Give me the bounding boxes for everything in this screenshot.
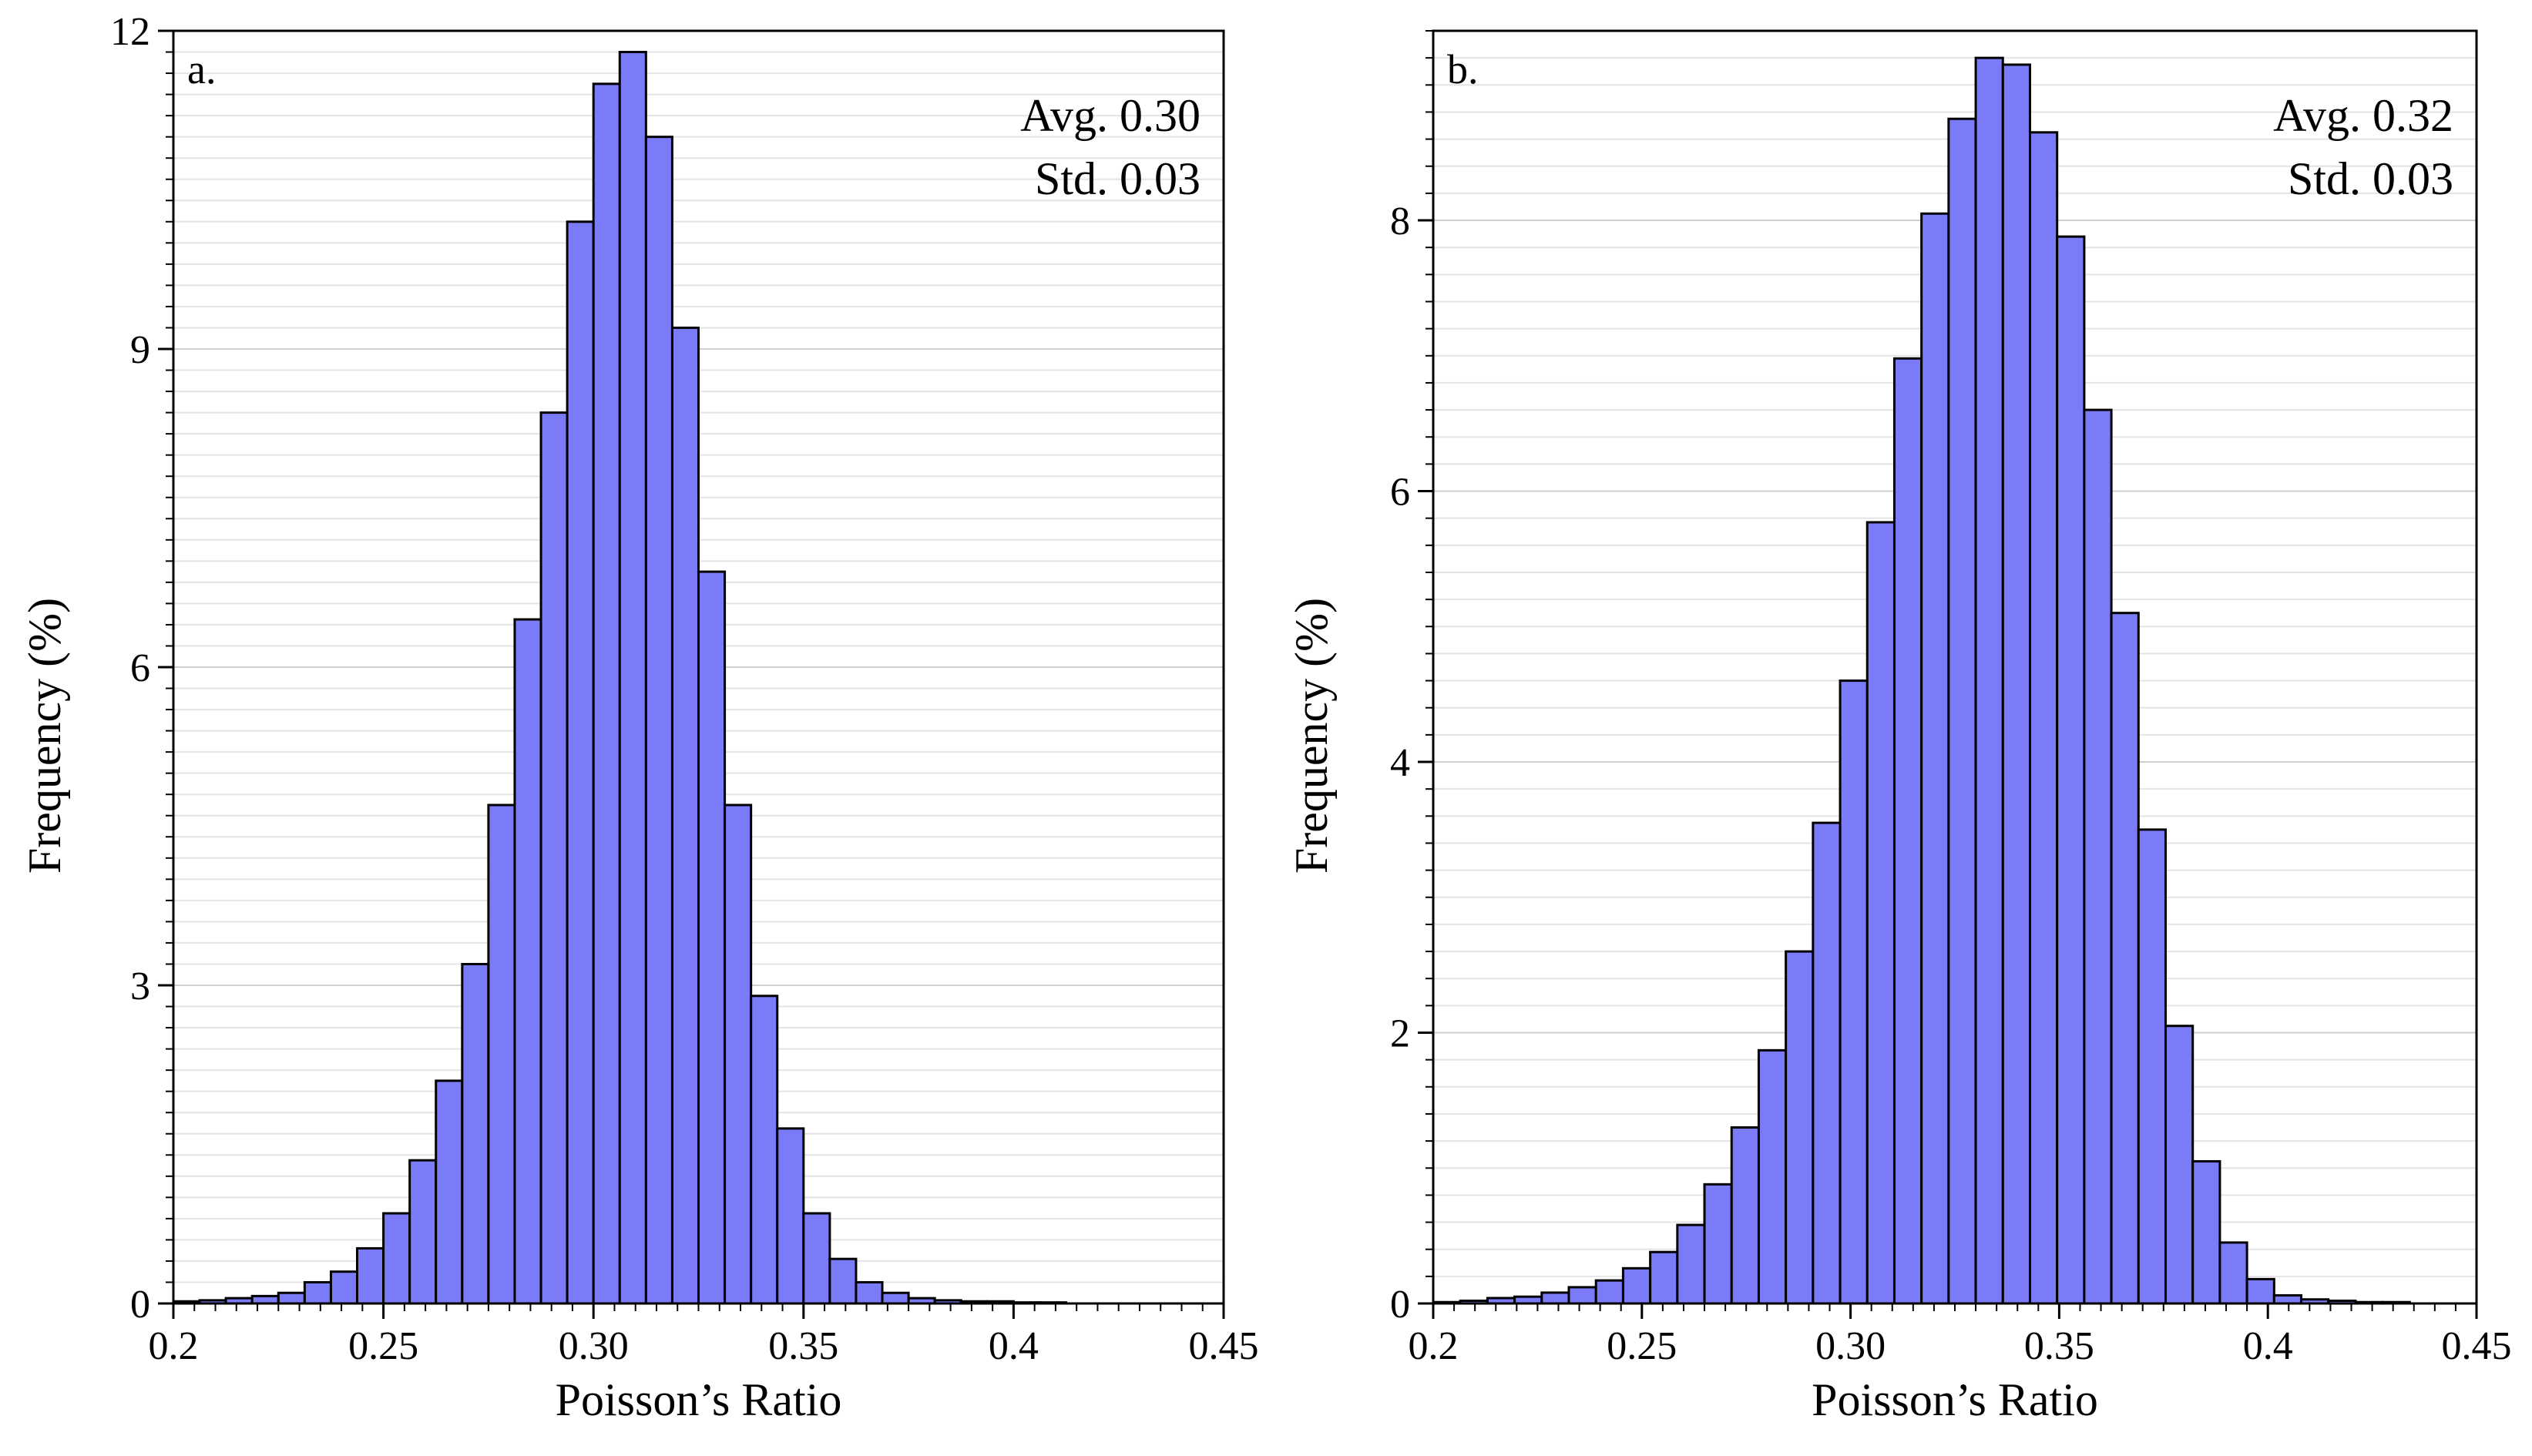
panel-label: a. — [187, 46, 216, 92]
histogram-bar — [2245, 1277, 2275, 1305]
histogram-bar — [697, 570, 727, 1305]
y-tick-label: 0 — [1390, 1283, 1410, 1327]
histogram-bar — [1540, 1291, 1570, 1305]
histogram-bar — [1865, 521, 1896, 1305]
y-tick-label: 6 — [130, 646, 150, 690]
histogram-bar — [1947, 117, 1977, 1305]
histogram-bar — [2164, 1025, 2195, 1305]
x-tick-label: 0.30 — [1815, 1324, 1886, 1368]
stat-std: Std. 0.03 — [2288, 153, 2453, 204]
histogram-bar — [513, 618, 542, 1305]
histogram-bar — [435, 1079, 464, 1305]
histogram-bar — [1920, 212, 1950, 1305]
histogram-bar — [1730, 1126, 1760, 1305]
y-tick-label: 2 — [1390, 1012, 1410, 1056]
histogram-bar — [2110, 612, 2140, 1305]
histogram-bar — [461, 962, 490, 1305]
histogram-bar — [1785, 950, 1815, 1305]
histogram-bar — [881, 1291, 910, 1305]
histogram-bar — [592, 82, 621, 1305]
histogram-bar — [670, 326, 700, 1305]
histogram-bar — [2001, 63, 2031, 1305]
histogram-bar — [2028, 131, 2059, 1305]
x-axis-label: Poisson’s Ratio — [1812, 1374, 2098, 1425]
histogram-bar — [1812, 821, 1842, 1305]
histogram-bar — [539, 411, 569, 1305]
histogram-bar — [1703, 1183, 1733, 1305]
histogram-bar — [1621, 1266, 1652, 1305]
y-tick-label: 3 — [130, 965, 150, 1008]
x-tick-label: 0.35 — [2024, 1324, 2094, 1368]
x-axis-label: Poisson’s Ratio — [556, 1374, 842, 1425]
panel-a: 0.2 0.25 0.30 0.35 0.4 0.45 0 3 6 9 12 Poisson’s Ra… — [19, 10, 1259, 1425]
y-tick-label: 9 — [130, 328, 150, 372]
histogram-bar — [408, 1159, 438, 1305]
y-tick-label: 0 — [130, 1283, 150, 1327]
histogram-bar — [618, 51, 647, 1305]
histogram-bar — [566, 220, 595, 1305]
y-ticks — [158, 29, 173, 1305]
histogram-bar — [277, 1291, 306, 1305]
histogram-bar — [1567, 1286, 1597, 1305]
histogram-bar — [750, 995, 779, 1305]
histogram-bar — [724, 803, 753, 1305]
x-tick-label: 0.45 — [2442, 1324, 2512, 1368]
histogram-bar — [2137, 828, 2168, 1305]
histogram-bar — [2218, 1241, 2248, 1305]
x-tick-label: 0.25 — [1607, 1324, 1677, 1368]
stat-average: Avg. 0.30 — [1020, 90, 1201, 141]
histogram-bar — [1649, 1250, 1679, 1305]
x-tick-label: 0.4 — [989, 1324, 1039, 1368]
histogram-bar — [802, 1212, 831, 1305]
y-tick-label: 12 — [110, 10, 150, 54]
stat-std: Std. 0.03 — [1035, 153, 1201, 204]
histogram-bar — [356, 1246, 385, 1305]
bars — [1432, 56, 2411, 1305]
histogram-bar — [2083, 408, 2113, 1305]
x-tick-label: 0.2 — [1409, 1324, 1459, 1368]
bars — [172, 51, 1068, 1305]
y-ticks — [1418, 30, 1433, 1305]
stat-average: Avg. 0.32 — [2273, 90, 2453, 141]
x-tick-label: 0.2 — [149, 1324, 199, 1368]
histogram-bar — [382, 1212, 411, 1305]
x-ticks — [1432, 1303, 2478, 1319]
y-tick-label: 4 — [1390, 741, 1410, 785]
histogram-bar — [2272, 1293, 2303, 1305]
histogram-bar — [644, 136, 673, 1305]
panel-b: 0.2 0.25 0.30 0.35 0.4 0.45 0 2 4 6 8 Poisson’s Rat… — [1286, 29, 2512, 1425]
panel-label: b. — [1447, 46, 1479, 92]
histogram-bar — [855, 1280, 884, 1305]
histogram-bar — [1594, 1279, 1624, 1305]
x-tick-label: 0.4 — [2243, 1324, 2293, 1368]
histogram-bar — [487, 803, 516, 1305]
histogram-bar — [1839, 679, 1869, 1305]
y-tick-label: 8 — [1390, 200, 1410, 243]
x-tick-label: 0.25 — [348, 1324, 418, 1368]
histogram-bar — [828, 1257, 858, 1305]
histogram-bar — [1676, 1223, 1706, 1305]
histogram-bar — [1757, 1048, 1788, 1305]
histogram-bar — [1974, 56, 2004, 1305]
x-tick-label: 0.30 — [559, 1324, 629, 1368]
y-axis-label: Frequency (%) — [1286, 598, 1337, 874]
y-axis-label: Frequency (%) — [19, 598, 70, 874]
histogram-bar — [2056, 235, 2086, 1305]
histogram-bar — [1892, 357, 1923, 1305]
histogram-bar — [2191, 1159, 2221, 1305]
x-tick-label: 0.45 — [1189, 1324, 1259, 1368]
histogram-bar — [776, 1127, 805, 1305]
y-tick-label: 6 — [1390, 471, 1410, 515]
x-tick-label: 0.35 — [768, 1324, 838, 1368]
histogram-bar — [329, 1270, 359, 1305]
histogram-bar — [303, 1280, 332, 1305]
x-ticks — [172, 1303, 1225, 1319]
